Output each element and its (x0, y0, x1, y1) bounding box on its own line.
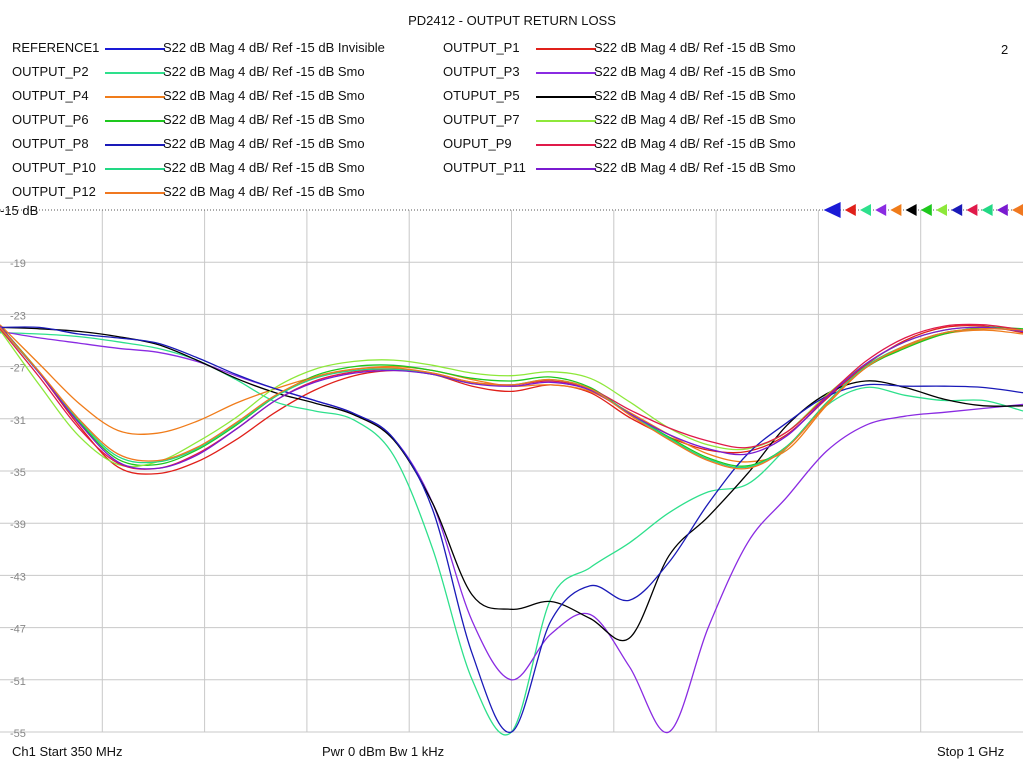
y-tick-label: -47 (10, 624, 26, 636)
footer-power-bw: Pwr 0 dBm Bw 1 kHz (322, 744, 445, 759)
legend-trace-format: S22 dB Mag 4 dB/ Ref -15 dB Smo (163, 160, 365, 175)
footer-stop: Stop 1 GHz (937, 744, 1005, 759)
active-trace-number: 2 (1001, 42, 1009, 57)
trace-otuput-p5 (0, 326, 1024, 642)
legend-trace-format: S22 dB Mag 4 dB/ Ref -15 dB Smo (163, 64, 365, 79)
legend-line-swatch (105, 192, 165, 194)
legend-line-swatch (105, 96, 165, 98)
legend-line-swatch (536, 168, 596, 170)
legend-line-swatch (536, 144, 596, 146)
legend-line-swatch (536, 72, 596, 74)
trace-output-p3 (0, 330, 1024, 733)
legend-trace-format: S22 dB Mag 4 dB/ Ref -15 dB Invisible (163, 40, 385, 55)
legend-line-swatch (105, 144, 165, 146)
y-tick-label: -55 (10, 728, 26, 740)
legend-trace-format: S22 dB Mag 4 dB/ Ref -15 dB Smo (163, 184, 365, 199)
reference-marker-icon (875, 204, 887, 216)
legend-trace-name: OUTPUT_P11 (443, 160, 526, 175)
legend-trace-format: S22 dB Mag 4 dB/ Ref -15 dB Smo (163, 136, 365, 151)
legend-trace-name: OUTPUT_P8 (12, 136, 89, 151)
y-tick-label: -31 (10, 415, 26, 427)
trace-output-p11 (0, 325, 1024, 470)
legend: REFERENCE1 S22 dB Mag 4 dB/ Ref -15 dB In… (0, 40, 1024, 210)
reference-marker-icon (844, 204, 856, 216)
legend-trace-format: S22 dB Mag 4 dB/ Ref -15 dB Smo (163, 112, 365, 127)
legend-trace-name: OTUPUT_P5 (443, 88, 520, 103)
footer-start: Ch1 Start 350 MHz (12, 744, 123, 759)
reference-marker-icon (1012, 204, 1023, 216)
y-tick-label: -51 (10, 676, 26, 688)
reference-marker-icon (890, 204, 902, 216)
chart-title: PD2412 - OUTPUT RETURN LOSS (408, 13, 616, 28)
legend-line-swatch (536, 96, 596, 98)
reference-marker-icon (920, 204, 932, 216)
reference-marker-icon (966, 204, 978, 216)
legend-trace-format: S22 dB Mag 4 dB/ Ref -15 dB Smo (594, 40, 796, 55)
legend-trace-name: OUTPUT_P4 (12, 88, 89, 103)
y-tick-label: -39 (10, 519, 26, 531)
legend-trace-name: OUTPUT_P10 (12, 160, 96, 175)
legend-trace-format: S22 dB Mag 4 dB/ Ref -15 dB Smo (594, 64, 796, 79)
y-tick-label: -27 (10, 363, 26, 375)
reference-marker-icon (936, 204, 947, 216)
reference-marker-icon (951, 204, 963, 216)
legend-line-swatch (536, 120, 596, 122)
trace-output-p2 (0, 332, 1024, 736)
trace-output-p8 (0, 326, 1024, 733)
legend-trace-format: S22 dB Mag 4 dB/ Ref -15 dB Smo (594, 136, 796, 151)
reference-marker-icon (823, 202, 841, 218)
legend-line-swatch (105, 72, 165, 74)
reference-level-label: -15 dB (0, 203, 39, 218)
legend-trace-format: S22 dB Mag 4 dB/ Ref -15 dB Smo (594, 88, 796, 103)
legend-line-swatch (105, 120, 165, 122)
legend-trace-name: OUTPUT_P1 (443, 40, 520, 55)
y-tick-label: -19 (10, 258, 26, 270)
legend-trace-name: OUTPUT_P6 (12, 112, 89, 127)
legend-trace-format: S22 dB Mag 4 dB/ Ref -15 dB Smo (163, 88, 365, 103)
legend-trace-name: OUTPUT_P3 (443, 64, 520, 79)
legend-trace-name: OUPUT_P9 (443, 136, 512, 151)
y-tick-label: -23 (10, 310, 26, 322)
legend-line-swatch (105, 48, 165, 50)
legend-trace-name: OUTPUT_P12 (12, 184, 96, 199)
legend-trace-format: S22 dB Mag 4 dB/ Ref -15 dB Smo (594, 112, 796, 127)
trace-output-p1 (0, 324, 1024, 475)
legend-trace-name: REFERENCE1 (12, 40, 100, 55)
legend-trace-name: OUTPUT_P7 (443, 112, 520, 127)
trace-output-p12 (0, 326, 1024, 470)
y-tick-label: -35 (10, 467, 26, 479)
legend-line-swatch (105, 168, 165, 170)
reference-marker-icon (905, 204, 917, 216)
legend-trace-name: OUTPUT_P2 (12, 64, 89, 79)
y-tick-label: -43 (10, 571, 26, 583)
reference-marker-icon (996, 204, 1008, 216)
reference-marker-icon (981, 204, 993, 216)
legend-trace-format: S22 dB Mag 4 dB/ Ref -15 dB Smo (594, 160, 796, 175)
legend-line-swatch (536, 48, 596, 50)
reference-marker-icon (860, 204, 871, 216)
